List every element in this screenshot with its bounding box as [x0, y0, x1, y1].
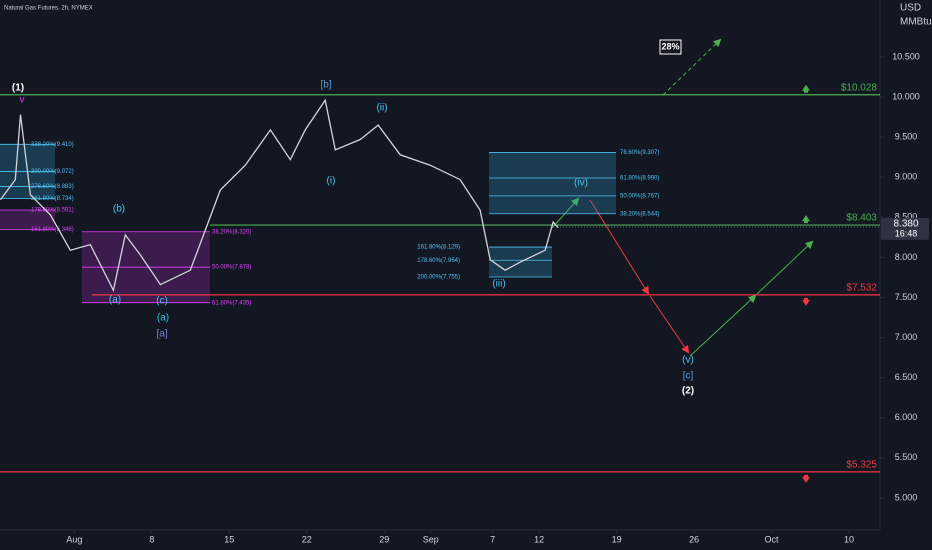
last-price-label: 8.380	[893, 219, 918, 230]
level-label: $8.403	[846, 213, 877, 224]
fib-label: 161.80%(8.348)	[31, 227, 74, 233]
y-tick-label: 9.500	[895, 131, 918, 141]
y-tick-label: 5.000	[895, 492, 918, 502]
chart-title: Natural Gas Futures, 2h, NYMEX	[4, 6, 93, 12]
y-tick-label: 9.000	[895, 172, 918, 182]
projections	[551, 38, 814, 357]
x-tick-label: 26	[689, 534, 699, 544]
fib-label: 178.60%(7.964)	[417, 258, 460, 264]
fib-zone	[0, 209, 55, 230]
projection-arrow	[662, 38, 722, 96]
wave-label: [b]	[320, 80, 331, 91]
wave-label: (b)	[113, 204, 125, 215]
fib-label: 61.80%(8.990)	[620, 176, 659, 182]
projection-box	[659, 39, 682, 55]
wave-label: [c]	[683, 371, 694, 382]
fib-label: 78.60%(9.307)	[620, 150, 659, 156]
level-label: $10.028	[841, 82, 878, 93]
fib-label: 38.20%(8.544)	[620, 211, 659, 217]
projection-arrow	[689, 294, 757, 357]
level-arrow	[802, 215, 810, 224]
x-tick-label: Oct	[765, 534, 780, 544]
wave-label: (a)	[157, 313, 169, 324]
level-arrow	[802, 474, 810, 483]
fib-label: 61.80%(7.435)	[212, 300, 251, 306]
y-tick-label: 7.000	[895, 332, 918, 342]
fib-label: 278.60%(8.883)	[31, 184, 74, 190]
last-price-box	[881, 217, 929, 240]
wave-label: (iv)	[574, 178, 588, 189]
unit: MMBtu	[900, 17, 932, 28]
y-tick-label: 5.500	[895, 452, 918, 462]
wave-label: (v)	[682, 355, 694, 366]
projection-label: 28%	[661, 41, 679, 51]
level-arrow	[802, 297, 810, 306]
fib-label: 338.20%(9.410)	[31, 142, 74, 148]
y-tick-label: 6.500	[895, 372, 918, 382]
y-tick-label: 10.000	[892, 91, 920, 101]
level-label: $5.325	[846, 460, 877, 471]
fib-label: 38.20%(8.320)	[212, 229, 251, 235]
projection-arrow	[649, 295, 690, 354]
wave-label: (a)	[109, 295, 121, 306]
y-tick-label: 10.500	[892, 51, 920, 61]
level-arrow	[802, 84, 810, 93]
wave-label: (i)	[327, 176, 336, 187]
fib-label: 50.00%(7.878)	[212, 265, 251, 271]
fib-label: 178.60%(8.591)	[31, 208, 74, 214]
x-tick-label: 22	[302, 534, 312, 544]
wave-label: (2)	[682, 386, 694, 397]
x-tick-label: 19	[612, 534, 622, 544]
fib-label: 200.00%(7.755)	[417, 275, 460, 281]
fib-label: 300.00%(9.072)	[31, 169, 74, 175]
fib-zone	[489, 152, 616, 214]
y-tick-label: 8.500	[895, 212, 918, 222]
currency: USD	[900, 3, 921, 14]
wave-label: (1)	[12, 83, 24, 94]
x-tick-label: 29	[379, 534, 389, 544]
fib-label: 261.80%(8.734)	[31, 196, 74, 202]
fib-label: 50.00%(8.767)	[620, 193, 659, 199]
x-tick-label: Sep	[423, 534, 439, 544]
wave-label: (c)	[156, 296, 168, 307]
fib-label: 161.80%(8.129)	[417, 245, 460, 251]
projection-arrow	[756, 240, 814, 295]
countdown: 16:48	[895, 228, 918, 238]
x-tick-label: 15	[224, 534, 234, 544]
level-label: $7.532	[846, 283, 877, 294]
wave-label: (ii)	[376, 103, 387, 114]
y-tick-label: 8.000	[895, 252, 918, 262]
x-tick-label: 8	[149, 534, 154, 544]
projection-arrow	[589, 199, 650, 295]
x-tick-label: 7	[490, 534, 495, 544]
y-tick-label: 7.500	[895, 292, 918, 302]
wave-label: v	[20, 95, 25, 106]
price-line	[0, 98, 559, 293]
x-tick-label: Aug	[66, 534, 82, 544]
wave-label: (iii)	[492, 279, 505, 290]
wave-label: [a]	[156, 329, 167, 340]
y-tick-label: 6.000	[895, 412, 918, 422]
x-tick-label: 10	[844, 534, 854, 544]
x-tick-label: 12	[534, 534, 544, 544]
